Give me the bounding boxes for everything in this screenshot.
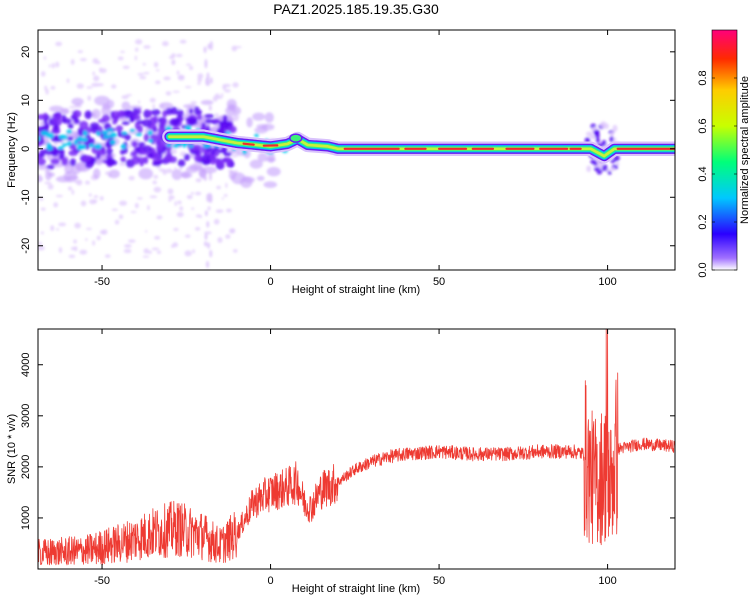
- snr-xlabel: Height of straight line (km): [292, 583, 420, 595]
- colorbar-tick-label: 0.2: [697, 214, 709, 229]
- spectrogram-xtick-label: 50: [433, 276, 445, 288]
- spectrogram-axes: -50 0 50 100 -20 -10 0 10 20: [20, 30, 675, 288]
- spectrogram-frame: [37, 29, 676, 271]
- snr-ytick-label: 2000: [20, 455, 32, 479]
- spectrogram-image: [38, 39, 675, 269]
- spectrogram-xlabel: Height of straight line (km): [292, 284, 420, 296]
- snr-ylabel: SNR (10 * v/v): [6, 414, 18, 484]
- figure-title: PAZ1.2025.185.19.35.G30: [273, 1, 439, 17]
- spectrogram-ytick-label: -10: [20, 189, 32, 205]
- spectrogram-ytick-label: 20: [20, 46, 32, 58]
- spectrogram-ytick-label: -20: [20, 238, 32, 254]
- snr-ytick-label: 1000: [20, 506, 32, 530]
- spectrogram-panel: -50 0 50 100 -20 -10 0 10 20 Height of straight …: [6, 29, 676, 296]
- colorbar-ticks: 0.0 0.2 0.4 0.6 0.8: [697, 70, 737, 278]
- snr-xtick-label: 50: [433, 575, 445, 587]
- snr-series-line: [38, 329, 675, 566]
- colorbar-label: Normalized spectral amplitude: [739, 76, 750, 224]
- snr-panel: -50 0 50 100 1000 2000 3000 4000 Height of stra…: [6, 328, 676, 595]
- spectrogram-xtick-label: -50: [94, 276, 110, 288]
- spectrogram-band: [162, 129, 675, 164]
- colorbar: 0.0 0.2 0.4 0.6 0.8 Normalized spectral ampl…: [697, 29, 750, 278]
- snr-xtick-label: -50: [94, 575, 110, 587]
- spectrogram-ytick-label: 0: [20, 146, 32, 152]
- snr-ytick-label: 3000: [20, 404, 32, 428]
- colorbar-tick-label: 0.0: [697, 262, 709, 277]
- snr-ytick-label: 4000: [20, 353, 32, 377]
- spectrogram-xtick-label: 0: [267, 276, 273, 288]
- snr-xtick-label: 0: [267, 575, 273, 587]
- spectrogram-xtick-label: 100: [598, 276, 616, 288]
- colorbar-frame: [711, 29, 738, 271]
- spectrogram-ylabel: Frequency (Hz): [6, 112, 18, 188]
- colorbar-tick-label: 0.8: [697, 70, 709, 85]
- snr-frame: [37, 328, 676, 570]
- snr-xtick-label: 100: [598, 575, 616, 587]
- colorbar-tick-label: 0.4: [697, 166, 709, 181]
- spectrogram-ytick-label: 10: [20, 94, 32, 106]
- colorbar-tick-label: 0.6: [697, 118, 709, 133]
- snr-axes: -50 0 50 100 1000 2000 3000 4000: [20, 329, 675, 587]
- colorbar-gradient: [712, 30, 737, 270]
